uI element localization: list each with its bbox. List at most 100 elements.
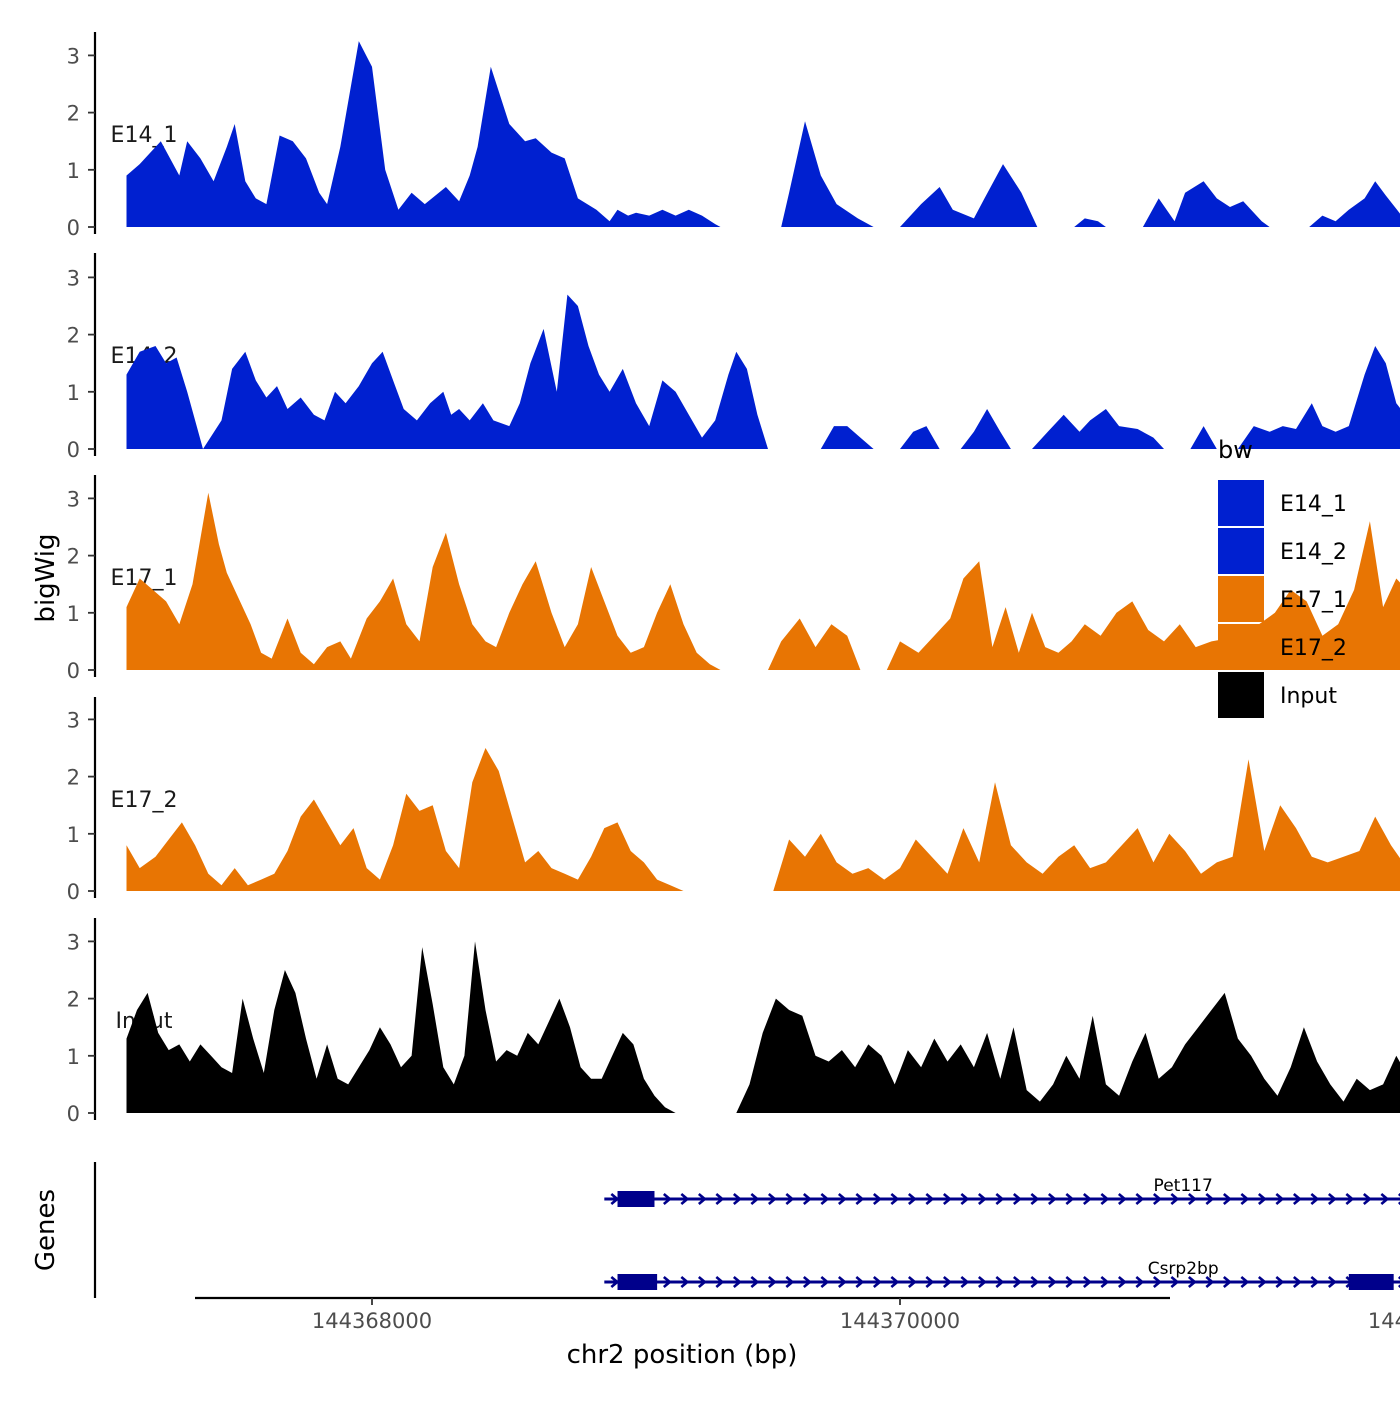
strand-arrow — [1100, 1276, 1110, 1288]
y-tick-label: 1 — [67, 159, 80, 183]
strand-arrow — [1152, 1193, 1162, 1205]
y-tick-label: 0 — [67, 880, 80, 904]
strand-arrow — [1047, 1193, 1057, 1205]
coverage-area-Input — [736, 992, 1400, 1113]
gene-Pet117: Pet117 — [604, 1176, 1400, 1207]
strand-arrow — [1275, 1193, 1285, 1205]
strand-arrow — [907, 1276, 917, 1288]
coverage-area-E17_2 — [126, 748, 716, 891]
y-tick-label: 1 — [67, 381, 80, 405]
x-tick-label: 144370000 — [840, 1309, 960, 1333]
strand-arrow — [1030, 1193, 1040, 1205]
legend-swatch-E14_1 — [1218, 480, 1264, 526]
strand-arrow — [662, 1193, 672, 1205]
y-tick-label: 2 — [67, 324, 80, 348]
y-tick-label: 2 — [67, 545, 80, 569]
legend-label: E17_1 — [1280, 588, 1347, 613]
strand-arrow — [1047, 1276, 1057, 1288]
strand-arrow — [785, 1276, 795, 1288]
y-tick-label: 2 — [67, 102, 80, 126]
strand-arrow — [837, 1193, 847, 1205]
strand-arrow — [1345, 1193, 1355, 1205]
strand-arrow — [977, 1276, 987, 1288]
y-axis-title-genes: Genes — [31, 1189, 61, 1271]
strand-arrow — [977, 1193, 987, 1205]
strand-arrow — [610, 1276, 620, 1288]
strand-arrow — [907, 1193, 917, 1205]
strand-arrow — [680, 1276, 690, 1288]
strand-arrow — [1082, 1193, 1092, 1205]
strand-arrow — [1222, 1276, 1232, 1288]
strand-arrow — [1310, 1193, 1320, 1205]
strand-arrow — [715, 1193, 725, 1205]
strand-arrow — [1100, 1193, 1110, 1205]
legend-label: Input — [1280, 684, 1337, 709]
coverage-tracks: 0 1 2 3 E14_1 0 1 2 3 E14_2 0 1 2 3 E17_1 0 1 2 3 E17_2 0 1 2 3… — [67, 32, 1400, 1126]
strand-arrow — [925, 1276, 935, 1288]
coverage-area-E14_2 — [1237, 346, 1400, 449]
gene-exon — [617, 1191, 655, 1207]
gene-name-label: Pet117 — [1154, 1176, 1213, 1196]
strand-arrow — [1082, 1276, 1092, 1288]
gene-exon — [617, 1274, 658, 1290]
x-axis: 144368000144370000144372000144374000 — [195, 1296, 1400, 1333]
y-tick-label: 2 — [67, 766, 80, 790]
x-tick-label: 144368000 — [312, 1309, 432, 1333]
y-tick-label: 1 — [67, 602, 80, 626]
strand-arrow — [1292, 1276, 1302, 1288]
coverage-area-E14_1 — [1309, 181, 1400, 227]
strand-arrow — [1187, 1276, 1197, 1288]
strand-arrow — [1170, 1276, 1180, 1288]
strand-arrow — [855, 1193, 865, 1205]
strand-arrow — [1117, 1193, 1127, 1205]
strand-arrow — [610, 1193, 620, 1205]
strand-arrow — [767, 1276, 777, 1288]
strand-arrow — [1257, 1193, 1267, 1205]
strand-arrow — [1205, 1276, 1215, 1288]
strand-arrow — [802, 1193, 812, 1205]
y-tick-label: 1 — [67, 823, 80, 847]
coverage-area-E17_2 — [773, 759, 1400, 891]
y-tick-label: 0 — [67, 659, 80, 683]
strand-arrow — [1012, 1276, 1022, 1288]
strand-arrow — [820, 1193, 830, 1205]
gene-name-label: Csrp2bp — [1148, 1259, 1219, 1279]
strand-arrow — [767, 1193, 777, 1205]
strand-arrow — [995, 1193, 1005, 1205]
y-tick-label: 3 — [67, 266, 80, 290]
x-axis-title: chr2 position (bp) — [567, 1340, 798, 1370]
strand-arrow — [1327, 1193, 1337, 1205]
strand-arrow — [1012, 1193, 1022, 1205]
strand-arrow — [1292, 1193, 1302, 1205]
legend-title: bw — [1218, 436, 1253, 464]
coverage-area-E14_2 — [126, 294, 768, 449]
strand-arrow — [1275, 1276, 1285, 1288]
strand-arrow — [837, 1276, 847, 1288]
strand-arrow — [1205, 1193, 1215, 1205]
legend-swatch-E17_1 — [1218, 576, 1264, 622]
strand-arrow — [750, 1193, 760, 1205]
y-tick-label: 0 — [67, 1102, 80, 1126]
strand-arrow — [1362, 1193, 1372, 1205]
legend: bw E14_1 E14_2 E17_1 E17_2 Input — [1218, 436, 1347, 718]
coverage-area-E14_2 — [1190, 426, 1217, 449]
track-Input: 0123Input — [67, 918, 1400, 1126]
strand-arrow — [715, 1276, 725, 1288]
y-tick-label: 3 — [67, 487, 80, 511]
strand-arrow — [890, 1276, 900, 1288]
y-tick-label: 0 — [67, 438, 80, 462]
strand-arrow — [802, 1276, 812, 1288]
strand-arrow — [872, 1276, 882, 1288]
strand-arrow — [785, 1193, 795, 1205]
coverage-area-E17_1 — [768, 618, 861, 670]
coverage-area-E14_2 — [820, 426, 874, 449]
gene-Csrp2bp: Csrp2bp — [604, 1259, 1400, 1290]
strand-arrow — [1065, 1276, 1075, 1288]
y-axis-title-bigwig: bigWig — [31, 533, 61, 622]
strand-arrow — [750, 1276, 760, 1288]
strand-arrow — [732, 1276, 742, 1288]
strand-arrow — [820, 1276, 830, 1288]
legend-label: E17_2 — [1280, 636, 1347, 661]
